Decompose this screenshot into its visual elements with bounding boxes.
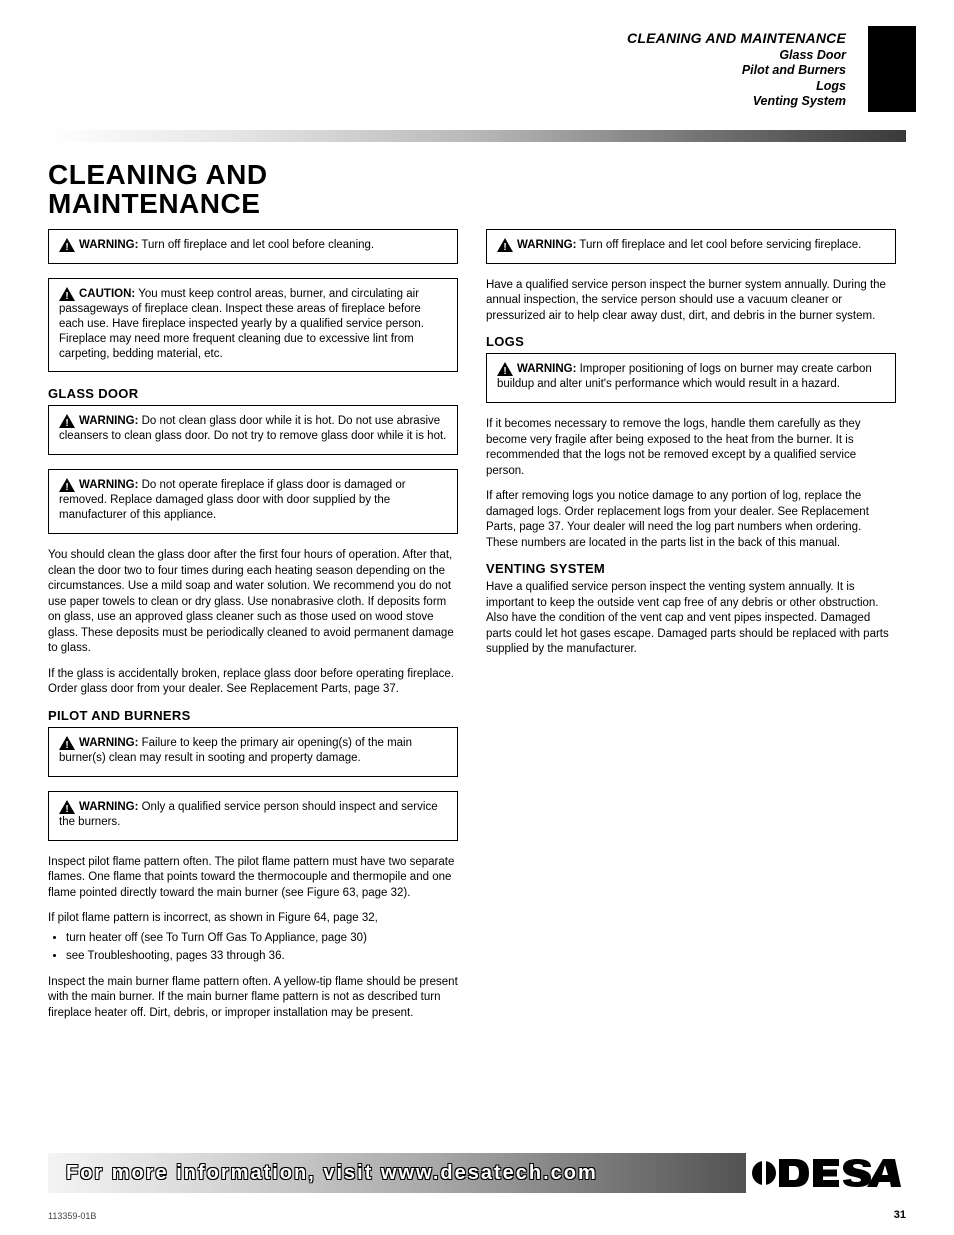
warning-icon: !: [497, 362, 513, 376]
section-heading-glass: GLASS DOOR: [48, 386, 458, 401]
warning-icon: !: [59, 800, 75, 814]
header-section-title: CLEANING AND MAINTENANCE: [48, 30, 846, 48]
header-sub: Venting System: [48, 94, 846, 110]
svg-text:!: !: [65, 740, 68, 750]
svg-text:!: !: [65, 242, 68, 252]
header-text: CLEANING AND MAINTENANCE Glass Door Pilo…: [48, 30, 906, 110]
warning-box: ! WARNING: Failure to keep the primary a…: [48, 727, 458, 777]
header-sub: Logs: [48, 79, 846, 95]
bullet-list: turn heater off (see To Turn Off Gas To …: [48, 931, 458, 965]
header-black-tab: [868, 26, 916, 112]
warning-icon: !: [59, 414, 75, 428]
warning-text: Turn off fireplace and let cool before s…: [576, 239, 861, 251]
body-paragraph: Inspect the main burner flame pattern of…: [48, 975, 458, 1022]
gradient-rule: [48, 130, 906, 142]
section-heading-pilot: PILOT AND BURNERS: [48, 708, 458, 723]
footer: For more information, visit www.desatech…: [48, 1153, 906, 1193]
body-paragraph: If it becomes necessary to remove the lo…: [486, 417, 896, 479]
main-title: CLEANING AND MAINTENANCE: [48, 160, 906, 219]
footer-logo: [746, 1153, 906, 1193]
warning-lead: WARNING:: [79, 416, 138, 428]
footer-text: For more information, visit www.desatech…: [66, 1162, 598, 1185]
svg-text:!: !: [65, 418, 68, 428]
body-paragraph: If after removing logs you notice damage…: [486, 489, 896, 551]
warning-lead: WARNING:: [79, 479, 138, 491]
svg-text:!: !: [65, 291, 68, 301]
warning-lead: WARNING:: [79, 737, 138, 749]
warning-icon: !: [59, 478, 75, 492]
body-paragraph: If the glass is accidentally broken, rep…: [48, 667, 458, 698]
warning-text: Turn off fireplace and let cool before c…: [138, 239, 374, 251]
header-sub: Glass Door: [48, 48, 846, 64]
warning-box: ! WARNING: Only a qualified service pers…: [48, 791, 458, 841]
header-sub: Pilot and Burners: [48, 63, 846, 79]
list-item: see Troubleshooting, pages 33 through 36…: [66, 949, 458, 965]
body-paragraph: You should clean the glass door after th…: [48, 548, 458, 657]
warning-box: ! WARNING: Do not clean glass door while…: [48, 405, 458, 455]
desa-logo-icon: [751, 1155, 901, 1191]
caution-box: ! CAUTION: You must keep control areas, …: [48, 278, 458, 373]
right-column: ! WARNING: Turn off fireplace and let co…: [486, 229, 896, 1032]
body-paragraph: If pilot flame pattern is incorrect, as …: [48, 911, 458, 927]
page-header: CLEANING AND MAINTENANCE Glass Door Pilo…: [48, 30, 906, 120]
warning-icon: !: [497, 238, 513, 252]
warning-lead: WARNING:: [79, 801, 138, 813]
section-heading-logs: LOGS: [486, 334, 896, 349]
warning-lead: WARNING:: [79, 239, 138, 251]
warning-box: ! WARNING: Do not operate fireplace if g…: [48, 469, 458, 534]
body-paragraph: Inspect pilot flame pattern often. The p…: [48, 855, 458, 902]
footer-bar: For more information, visit www.desatech…: [48, 1153, 906, 1193]
warning-icon: !: [59, 238, 75, 252]
body-paragraph: Have a qualified service person inspect …: [486, 278, 896, 325]
columns: ! WARNING: Turn off fireplace and let co…: [48, 229, 906, 1032]
warning-icon: !: [59, 736, 75, 750]
svg-text:!: !: [503, 242, 506, 252]
warning-box: ! WARNING: Turn off fireplace and let co…: [48, 229, 458, 264]
warning-icon: !: [59, 287, 75, 301]
doc-id: 113359-01B: [48, 1211, 96, 1221]
main-title-line2: MAINTENANCE: [48, 188, 260, 219]
warning-box: ! WARNING: Turn off fireplace and let co…: [486, 229, 896, 264]
page-number: 31: [894, 1209, 906, 1221]
main-title-line1: CLEANING AND: [48, 159, 268, 190]
warning-lead: WARNING:: [517, 363, 576, 375]
caution-lead: CAUTION:: [79, 288, 135, 300]
svg-text:!: !: [65, 804, 68, 814]
left-column: ! WARNING: Turn off fireplace and let co…: [48, 229, 458, 1032]
list-item: turn heater off (see To Turn Off Gas To …: [66, 931, 458, 947]
body-paragraph: Have a qualified service person inspect …: [486, 580, 896, 658]
warning-box: ! WARNING: Improper positioning of logs …: [486, 353, 896, 403]
svg-text:!: !: [65, 482, 68, 492]
section-heading-venting: VENTING SYSTEM: [486, 561, 896, 576]
warning-lead: WARNING:: [517, 239, 576, 251]
svg-text:!: !: [503, 366, 506, 376]
page: CLEANING AND MAINTENANCE Glass Door Pilo…: [0, 0, 954, 1235]
